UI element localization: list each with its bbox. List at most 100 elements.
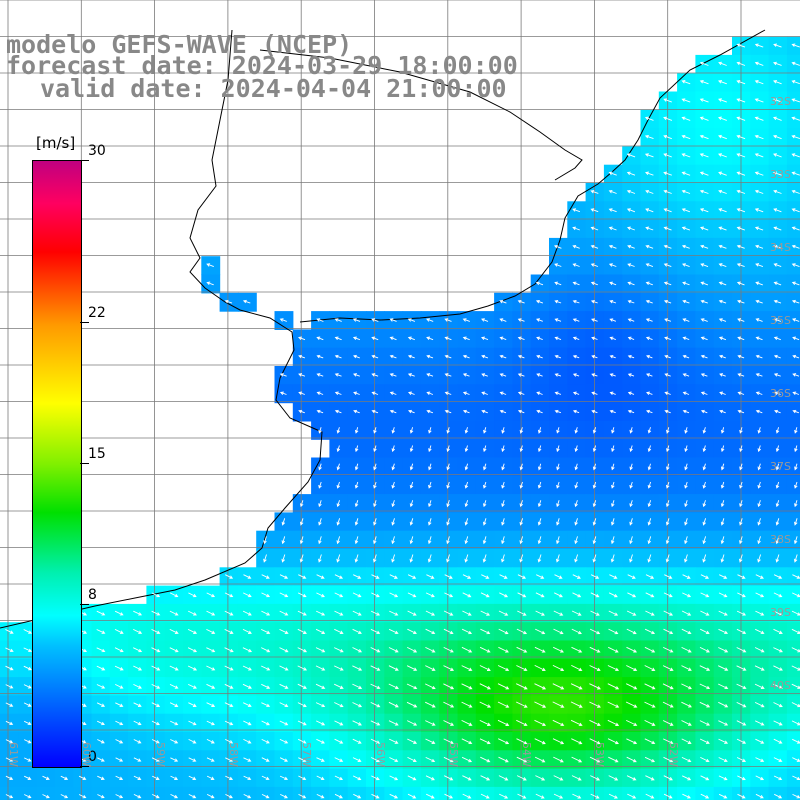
wind-arrow xyxy=(371,409,379,414)
wind-arrow xyxy=(645,208,654,213)
wind-arrow xyxy=(609,336,616,341)
wind-arrow xyxy=(590,281,598,286)
wind-arrow xyxy=(684,427,688,434)
wind-arrow xyxy=(718,610,728,616)
wind-arrow xyxy=(739,445,743,453)
wind-arrow xyxy=(188,738,197,744)
wind-arrow xyxy=(517,592,527,598)
wind-arrow xyxy=(773,171,782,176)
wind-arrow xyxy=(298,574,307,579)
title-valid-date: valid date: 2024-04-04 21:00:00 xyxy=(40,74,507,103)
wind-arrow xyxy=(517,354,525,359)
wind-arrow xyxy=(626,610,637,616)
wind-arrow xyxy=(464,445,469,453)
wind-arrow xyxy=(389,574,398,579)
wind-arrow xyxy=(554,244,562,249)
wind-arrow xyxy=(426,336,434,341)
wind-arrow xyxy=(626,738,638,745)
wind-arrow xyxy=(409,481,414,489)
wind-arrow xyxy=(536,373,543,377)
wind-arrow xyxy=(315,647,326,653)
wind-arrow xyxy=(461,756,473,763)
wind-arrow xyxy=(479,646,491,653)
wind-arrow xyxy=(534,719,547,727)
wind-arrow xyxy=(589,665,601,672)
wind-arrow xyxy=(663,592,673,598)
wind-cell xyxy=(640,786,660,800)
longitude-label: 57W xyxy=(300,742,314,767)
wind-arrow xyxy=(755,592,765,598)
wind-arrow xyxy=(589,738,601,745)
latitude-label: 33S xyxy=(770,168,791,181)
wind-cell xyxy=(713,786,733,800)
wind-arrow xyxy=(791,226,800,231)
wind-arrow xyxy=(736,98,746,103)
latitude-label: 38S xyxy=(770,533,791,546)
wind-arrow xyxy=(261,592,271,598)
wind-arrow xyxy=(537,463,542,471)
wind-arrow xyxy=(5,702,14,707)
longitude-label: 55W xyxy=(446,742,460,767)
wind-arrow xyxy=(736,171,746,176)
wind-arrow xyxy=(461,719,473,726)
wind-arrow xyxy=(718,98,727,103)
wind-arrow xyxy=(370,738,381,744)
wind-arrow xyxy=(682,409,690,414)
wind-arrow xyxy=(114,628,124,634)
wind-arrow xyxy=(297,720,307,726)
wind-arrow xyxy=(611,481,615,489)
wind-arrow xyxy=(645,244,654,249)
wind-arrow xyxy=(699,61,709,66)
wind-arrow xyxy=(629,445,633,453)
wind-arrow xyxy=(353,574,362,579)
wind-arrow xyxy=(497,719,510,726)
wind-arrow xyxy=(592,481,597,489)
wind-cell xyxy=(530,786,550,800)
wind-arrow xyxy=(608,756,619,763)
wind-arrow xyxy=(352,665,363,671)
wind-arrow xyxy=(23,665,32,671)
wind-arrow xyxy=(187,647,198,653)
wind-arrow xyxy=(407,574,417,579)
wind-arrow xyxy=(242,683,252,689)
wind-arrow xyxy=(572,226,580,231)
wind-arrow xyxy=(719,409,726,414)
wind-arrow xyxy=(516,756,528,763)
wind-arrow xyxy=(718,318,727,322)
wind-arrow xyxy=(775,554,780,563)
wind-arrow xyxy=(737,299,745,304)
wind-arrow xyxy=(151,683,161,689)
wind-arrow xyxy=(773,610,783,616)
wind-arrow xyxy=(536,354,543,359)
wind-arrow xyxy=(334,610,344,616)
wind-arrow xyxy=(681,189,691,194)
wind-arrow xyxy=(462,391,470,395)
wind-arrow xyxy=(773,665,783,671)
wind-arrow xyxy=(316,720,326,726)
wind-arrow xyxy=(519,500,524,508)
wind-arrow xyxy=(389,318,397,322)
wind-arrow xyxy=(792,391,800,395)
wind-arrow xyxy=(352,318,361,322)
wind-arrow xyxy=(571,628,582,635)
wind-arrow xyxy=(370,720,381,726)
wind-arrow xyxy=(662,701,674,708)
wind-arrow xyxy=(681,134,691,140)
wind-arrow xyxy=(592,536,597,545)
wind-arrow xyxy=(773,189,782,194)
wind-arrow xyxy=(151,739,160,744)
wind-arrow xyxy=(589,756,601,763)
wind-arrow xyxy=(700,391,708,395)
wind-arrow xyxy=(754,116,764,121)
wind-arrow xyxy=(627,281,635,286)
wind-arrow xyxy=(589,646,601,653)
wind-arrow xyxy=(792,318,800,322)
wind-arrow xyxy=(501,500,505,508)
wind-cell xyxy=(439,786,459,800)
wind-arrow xyxy=(152,775,160,780)
wind-cell xyxy=(292,786,312,800)
wind-arrow xyxy=(664,574,673,579)
wind-arrow xyxy=(519,536,524,545)
wind-arrow xyxy=(498,646,509,653)
wind-arrow xyxy=(754,43,764,48)
